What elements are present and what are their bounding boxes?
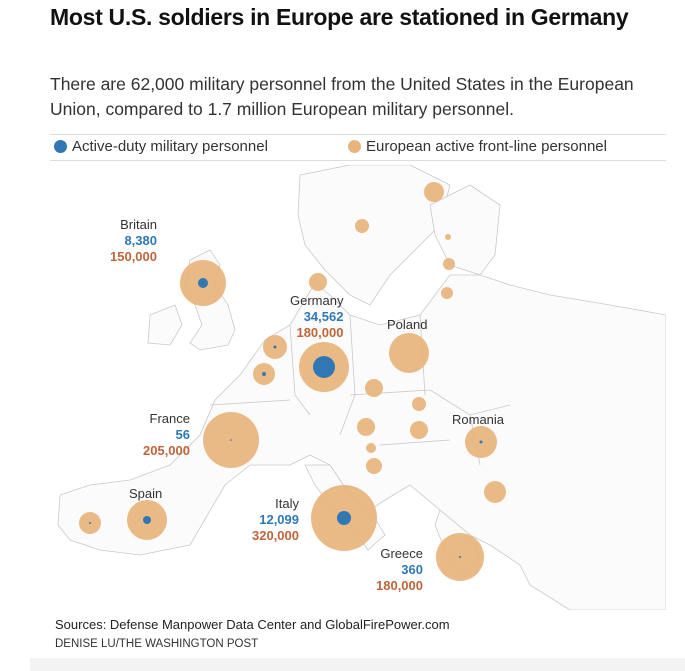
eu-personnel-bubble <box>412 397 426 411</box>
europe-map <box>57 165 666 610</box>
eu-personnel-bubble <box>484 481 506 503</box>
country-name: France <box>149 411 190 426</box>
legend-eu: European active front-line personnel <box>348 138 607 155</box>
eu-personnel-bubble <box>355 219 369 233</box>
eu-personnel-bubble <box>443 258 455 270</box>
legend-us-label: Active-duty military personnel <box>72 138 268 155</box>
us-personnel-bubble <box>230 439 232 441</box>
us-personnel-bubble <box>479 440 483 444</box>
us-personnel-bubble <box>313 356 335 378</box>
label-greece: Greece 360 180,000 <box>376 546 423 594</box>
label-spain: Spain <box>129 486 162 502</box>
credit-line: DENISE LU/THE WASHINGTON POST <box>55 638 259 650</box>
chart-title: Most U.S. soldiers in Europe are station… <box>50 4 629 30</box>
country-name: Poland <box>387 317 428 332</box>
eu-value: 180,000 <box>376 578 423 593</box>
bubble-layer <box>79 182 506 581</box>
us-personnel-bubble <box>89 522 91 524</box>
chart-subtitle: There are 62,000 military personnel from… <box>50 74 634 119</box>
label-romania: Romania <box>452 412 504 428</box>
us-personnel-bubble <box>273 345 277 349</box>
legend-us: Active-duty military personnel <box>54 138 268 155</box>
country-name: Romania <box>452 412 505 427</box>
us-personnel-bubble <box>143 516 151 524</box>
eu-personnel-bubble <box>389 333 429 373</box>
us-personnel-bubble <box>337 511 351 525</box>
us-personnel-bubble <box>198 278 208 288</box>
eu-personnel-bubble <box>445 234 451 240</box>
us-value: 360 <box>401 562 423 577</box>
eu-personnel-bubble <box>366 443 376 453</box>
eu-personnel-bubble <box>410 421 428 439</box>
label-germany: Germany 34,562 180,000 <box>290 293 343 341</box>
label-poland: Poland <box>387 317 427 333</box>
eu-value: 150,000 <box>110 249 157 264</box>
footer-bar <box>30 658 685 671</box>
eu-value: 320,000 <box>252 528 299 543</box>
us-value: 56 <box>175 427 190 442</box>
legend: Active-duty military personnel European … <box>50 134 666 161</box>
orange-dot-icon <box>348 140 361 153</box>
sources-note: Sources: Defense Manpower Data Center an… <box>55 617 450 632</box>
country-name: Britain <box>120 217 157 232</box>
country-name: Germany <box>290 293 344 308</box>
us-personnel-bubble <box>459 556 461 558</box>
label-italy: Italy 12,099 320,000 <box>252 496 299 544</box>
eu-personnel-bubble <box>365 379 383 397</box>
country-name: Italy <box>275 496 299 511</box>
eu-personnel-bubble <box>441 287 453 299</box>
eu-personnel-bubble <box>357 418 375 436</box>
label-france: France 56 205,000 <box>143 411 190 459</box>
country-name: Spain <box>129 486 163 501</box>
us-personnel-bubble <box>262 372 266 376</box>
eu-personnel-bubble <box>366 458 382 474</box>
eu-personnel-bubble <box>424 182 444 202</box>
us-value: 8,380 <box>124 233 157 248</box>
country-name: Greece <box>380 546 423 561</box>
label-britain: Britain 8,380 150,000 <box>110 217 157 265</box>
blue-dot-icon <box>54 140 67 153</box>
legend-eu-label: European active front-line personnel <box>366 138 607 155</box>
eu-value: 180,000 <box>296 325 344 340</box>
us-value: 34,562 <box>303 309 344 324</box>
eu-value: 205,000 <box>143 443 190 458</box>
us-value: 12,099 <box>259 512 299 527</box>
eu-personnel-bubble <box>309 273 327 291</box>
